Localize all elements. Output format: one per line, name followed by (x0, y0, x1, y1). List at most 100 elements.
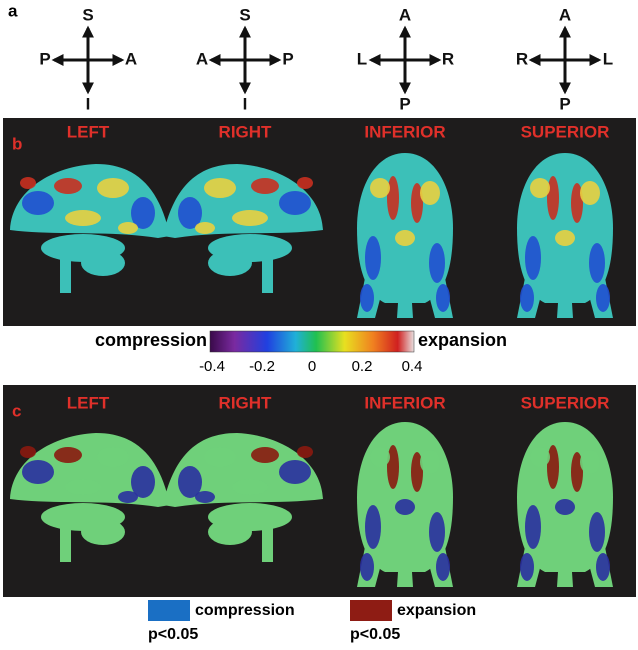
surface-patch (118, 222, 138, 234)
surface-patch (596, 553, 610, 581)
brain-part (81, 519, 125, 545)
surface-patch (279, 460, 311, 484)
surface-patch (232, 479, 268, 495)
direction-label: L (603, 49, 613, 68)
colorbar-tick-label: 0 (308, 358, 316, 375)
surface-patch (195, 491, 215, 503)
direction-label: L (357, 49, 367, 68)
panel-label: b (12, 134, 22, 153)
brain-part (208, 250, 252, 276)
surface-patch (97, 447, 129, 467)
panel-label: c (12, 401, 21, 420)
direction-label: P (39, 49, 50, 68)
surface-patch (547, 445, 559, 489)
surface-patch (395, 499, 415, 515)
brain-renderings (10, 153, 613, 587)
surface-patch (279, 191, 311, 215)
surface-patch (429, 243, 445, 283)
brain-view (10, 164, 170, 293)
surface-patch (370, 447, 390, 467)
direction-label: P (559, 94, 570, 113)
surface-patch (580, 181, 600, 205)
surface-patch (131, 197, 155, 229)
direction-label: S (82, 5, 93, 24)
brain-part (163, 433, 323, 507)
surface-patch (580, 450, 600, 474)
surface-patch (436, 284, 450, 312)
legend-label: expansion (397, 602, 476, 619)
surface-patch (118, 491, 138, 503)
direction-label: R (442, 49, 454, 68)
surface-patch (204, 178, 236, 198)
view-title: LEFT (67, 122, 110, 141)
surface-patch (54, 178, 82, 194)
colorbar-tick-label: 0.4 (402, 358, 423, 375)
surface-patch (20, 446, 36, 458)
surface-patch (65, 210, 101, 226)
colorbar-tick-label: -0.4 (199, 358, 225, 375)
surface-patch (232, 210, 268, 226)
surface-patch (131, 466, 155, 498)
surface-patch (525, 505, 541, 549)
direction-label: P (282, 49, 293, 68)
brain-part (60, 253, 71, 293)
direction-label: A (559, 5, 571, 24)
surface-patch (596, 284, 610, 312)
surface-patch (525, 236, 541, 280)
surface-patch (530, 178, 550, 198)
surface-patch (387, 445, 399, 489)
colorbar-low-label: compression (95, 330, 207, 350)
view-title: INFERIOR (364, 393, 445, 412)
direction-label: I (243, 94, 248, 113)
surface-patch (520, 553, 534, 581)
surface-patch (20, 177, 36, 189)
colorbar-high-label: expansion (418, 330, 507, 350)
surface-patch (436, 553, 450, 581)
surface-patch (589, 243, 605, 283)
legend-swatch (148, 600, 190, 621)
brain-part (10, 164, 170, 238)
surface-patch (420, 181, 440, 205)
brain-view (517, 153, 613, 318)
brain-view (10, 433, 170, 562)
surface-patch (251, 447, 279, 463)
direction-label: I (86, 94, 91, 113)
surface-patch (429, 512, 445, 552)
brain-part (208, 519, 252, 545)
surface-patch (65, 479, 101, 495)
view-title: RIGHT (219, 393, 273, 412)
direction-label: A (399, 5, 411, 24)
direction-label: A (125, 49, 137, 68)
surface-patch (555, 499, 575, 515)
surface-patch (195, 222, 215, 234)
brain-view (163, 164, 323, 293)
brain-view (357, 422, 453, 587)
brain-part (262, 253, 273, 293)
surface-patch (204, 447, 236, 467)
brain-view (357, 153, 453, 318)
view-title: SUPERIOR (521, 122, 610, 141)
brain-part (163, 164, 323, 238)
legend-swatch (350, 600, 392, 621)
legend-significance: p<0.05 (148, 626, 198, 643)
surface-patch (97, 178, 129, 198)
view-title: INFERIOR (364, 122, 445, 141)
surface-patch (395, 230, 415, 246)
brain-view (163, 433, 323, 562)
brain-part (60, 522, 71, 562)
surface-patch (178, 197, 202, 229)
colorbar (209, 330, 415, 353)
surface-patch (555, 230, 575, 246)
direction-label: S (239, 5, 250, 24)
brain-part (10, 433, 170, 507)
colorbar-tick-label: -0.2 (249, 358, 275, 375)
view-title: SUPERIOR (521, 393, 610, 412)
direction-label: A (196, 49, 208, 68)
colorbar-tick-label: 0.2 (352, 358, 373, 375)
direction-label: R (516, 49, 528, 68)
surface-patch (22, 460, 54, 484)
surface-patch (420, 450, 440, 474)
legend-label: compression (195, 602, 295, 619)
surface-patch (365, 505, 381, 549)
